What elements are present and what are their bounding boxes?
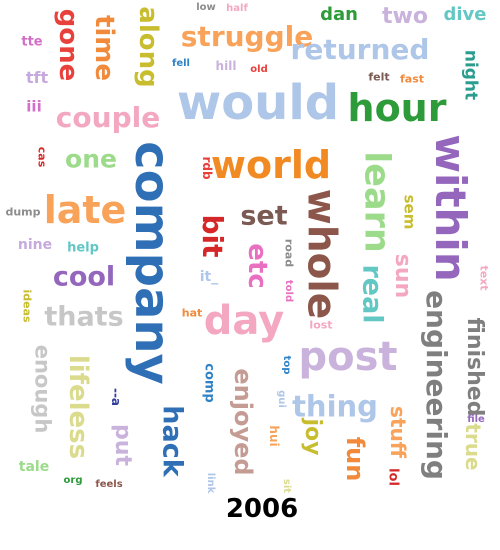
word-link: link <box>205 472 216 494</box>
word-tte: tte <box>21 34 43 50</box>
word-couple: couple <box>55 101 161 134</box>
word-a: --a <box>109 387 123 407</box>
word-enjoyed: enjoyed <box>229 368 257 476</box>
word-struggle: struggle <box>180 20 314 53</box>
word-time: time <box>89 14 119 82</box>
word-org: org <box>63 475 83 486</box>
word-learn: learn <box>356 151 397 253</box>
word-cool: cool <box>52 261 116 293</box>
word-felt: felt <box>368 70 390 84</box>
word-world: world <box>210 143 332 187</box>
word-feels: feels <box>95 479 123 490</box>
word-it: it_ <box>199 269 219 285</box>
word-along: along <box>133 6 163 88</box>
word-gone: gone <box>53 8 83 82</box>
word-hui: hui <box>267 425 281 447</box>
word-night: night <box>460 49 481 101</box>
word-fell: fell <box>172 58 190 69</box>
word-old: old <box>250 64 268 75</box>
word-enough: enough <box>30 344 55 434</box>
word-hat: hat <box>181 306 203 320</box>
word-true: true <box>461 423 485 471</box>
word-fast: fast <box>399 72 425 86</box>
word-gui: gui <box>276 390 287 408</box>
word-dump: dump <box>5 205 41 219</box>
word-ideas: ideas <box>20 289 34 323</box>
word-joy: joy <box>300 418 325 456</box>
word-hack: hack <box>156 405 188 477</box>
word-thats: thats <box>44 301 124 333</box>
word-whole: whole <box>298 188 344 320</box>
word-lost: lost <box>309 318 333 332</box>
word-sit: sit <box>281 478 292 494</box>
word-finished: finished <box>462 317 487 417</box>
word-iii: iii <box>26 97 42 116</box>
word-low: low <box>196 2 216 13</box>
word-file: file <box>467 414 485 425</box>
word-post: post <box>298 334 398 380</box>
word-lol: lol <box>385 468 401 486</box>
word-stuff: stuff <box>386 406 410 458</box>
word-etc: etc <box>242 243 272 289</box>
word-set: set <box>240 200 288 232</box>
word-tft: tft <box>25 68 49 87</box>
word-sem: sem <box>400 194 419 230</box>
word-thing: thing <box>292 389 378 424</box>
word-would: would <box>176 75 340 131</box>
word-nine: nine <box>17 237 53 253</box>
word-lifeless: lifeless <box>63 354 93 460</box>
word-dan: dan <box>320 4 358 25</box>
word-day: day <box>203 298 285 344</box>
word-rdb: rdb <box>200 156 214 180</box>
word-cas: cas <box>35 146 49 168</box>
word-text: text <box>477 265 491 291</box>
word-within: within <box>426 134 475 282</box>
year-caption: 2006 <box>225 494 299 524</box>
word-returned: returned <box>290 33 430 66</box>
word-road: road <box>282 238 296 268</box>
word-company: company <box>124 141 180 385</box>
word-engineering: engineering <box>420 290 453 480</box>
word-dive: dive <box>443 4 487 25</box>
word-hill: hill <box>215 59 237 73</box>
word-bit: bit <box>196 214 229 258</box>
word-hour: hour <box>347 86 447 130</box>
word-told: told <box>283 279 294 303</box>
word-tale: tale <box>18 459 50 475</box>
word-sun: sun <box>390 253 415 299</box>
word-fun: fun <box>341 436 369 482</box>
word-help: help <box>67 240 99 256</box>
word-put: put <box>110 424 135 466</box>
word-late: late <box>43 188 127 232</box>
word-top: top <box>281 355 292 375</box>
word-real: real <box>356 264 388 324</box>
word-two: two <box>382 4 428 29</box>
word-one: one <box>65 144 117 174</box>
word-comp: comp <box>201 363 217 403</box>
word-half: half <box>226 3 248 14</box>
